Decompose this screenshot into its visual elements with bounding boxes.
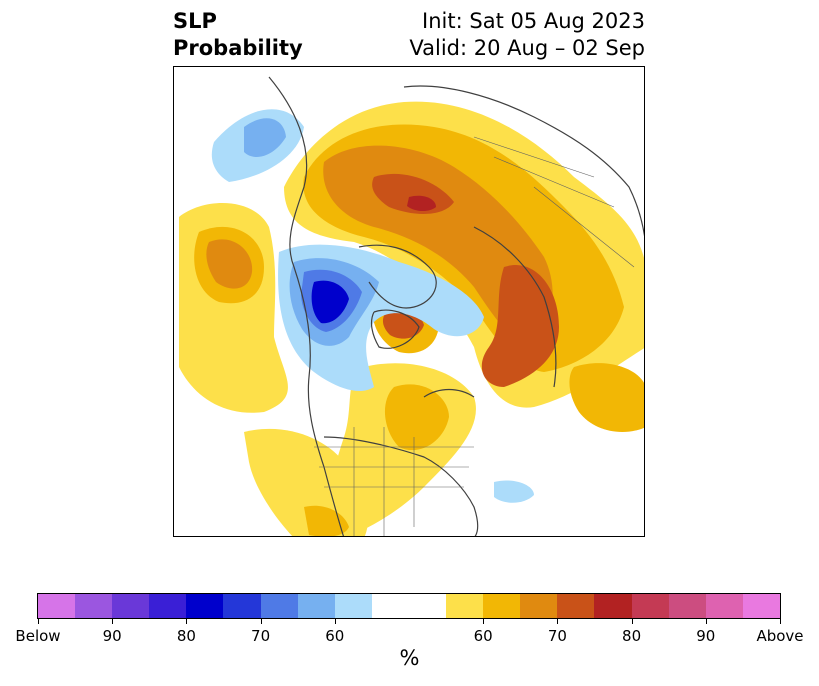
colorbar-tick-label: Below: [15, 627, 61, 645]
colorbar-tick: [483, 619, 485, 624]
colorbar-segment: [742, 594, 780, 618]
colorbar-tick: [186, 619, 188, 624]
colorbar-segment: [446, 594, 484, 618]
colorbar-tick-label: 90: [102, 627, 122, 645]
chart-title: SLP Probability: [173, 8, 303, 62]
map-panel: [173, 66, 645, 537]
siberia-above-max: [407, 195, 436, 212]
colorbar-tick-label: 80: [176, 627, 196, 645]
colorbar-segment: [297, 594, 335, 618]
colorbar-tick-label: 80: [622, 627, 642, 645]
colorbar-segment: [38, 594, 76, 618]
colorbar-tick: [38, 619, 39, 624]
colorbar-segment: [260, 594, 298, 618]
colorbar-segment: [483, 594, 521, 618]
colorbar-segment: [186, 594, 224, 618]
colorbar-segment: [371, 594, 409, 618]
colorbar-tick-label: 60: [473, 627, 493, 645]
colorbar-segment: [705, 594, 743, 618]
colorbar-segment: [520, 594, 558, 618]
colorbar-segment: [594, 594, 632, 618]
us-south-above: [304, 505, 349, 536]
borders: [314, 136, 635, 536]
colorbar-tick-label: 70: [547, 627, 567, 645]
colorbar-segment: [223, 594, 261, 618]
colorbar-tick: [557, 619, 559, 624]
canada-below-core: [311, 280, 349, 324]
colorbar-segment: [557, 594, 595, 618]
colorbar-segment: [149, 594, 187, 618]
colorbar-tick: [780, 619, 781, 624]
colorbar-segment: [631, 594, 669, 618]
colorbar-segment: [75, 594, 113, 618]
probability-map: [179, 76, 644, 536]
colorbar-tick-label: Above: [756, 627, 804, 645]
atlantic-below-small: [494, 480, 534, 503]
colorbar-tick-label: 70: [251, 627, 271, 645]
colorbar-tick: [260, 619, 262, 624]
colorbar-segment: [112, 594, 150, 618]
colorbar-tick-label: 90: [696, 627, 716, 645]
pacific-above-core: [206, 239, 253, 289]
title-line1: SLP: [173, 9, 217, 33]
atlantic-above-mid: [384, 384, 449, 451]
title-line2: Probability: [173, 36, 303, 60]
colorbar-segment: [334, 594, 372, 618]
bering-below-mid: [244, 118, 286, 157]
colorbar-tick: [334, 619, 336, 624]
colorbar-tick: [705, 619, 707, 624]
date-info: Init: Sat 05 Aug 2023 Valid: 20 Aug – 02…: [409, 8, 645, 62]
valid-range: Valid: 20 Aug – 02 Sep: [409, 36, 645, 60]
colorbar: [37, 593, 781, 619]
us-above-light: [244, 428, 368, 536]
colorbar-tick-label: 60: [325, 627, 345, 645]
colorbar-tick: [112, 619, 114, 624]
colorbar-ticks: Below 90 80 70 60 60 70 80 90 Above: [0, 619, 819, 649]
init-date: Init: Sat 05 Aug 2023: [422, 9, 645, 33]
unit-label: %: [399, 646, 420, 670]
mediterranean-above: [569, 363, 644, 432]
colorbar-tick: [631, 619, 633, 624]
probability-fields: [179, 101, 644, 536]
europe-above-strong: [481, 265, 559, 387]
colorbar-segment: [408, 594, 447, 618]
colorbar-segment: [668, 594, 706, 618]
